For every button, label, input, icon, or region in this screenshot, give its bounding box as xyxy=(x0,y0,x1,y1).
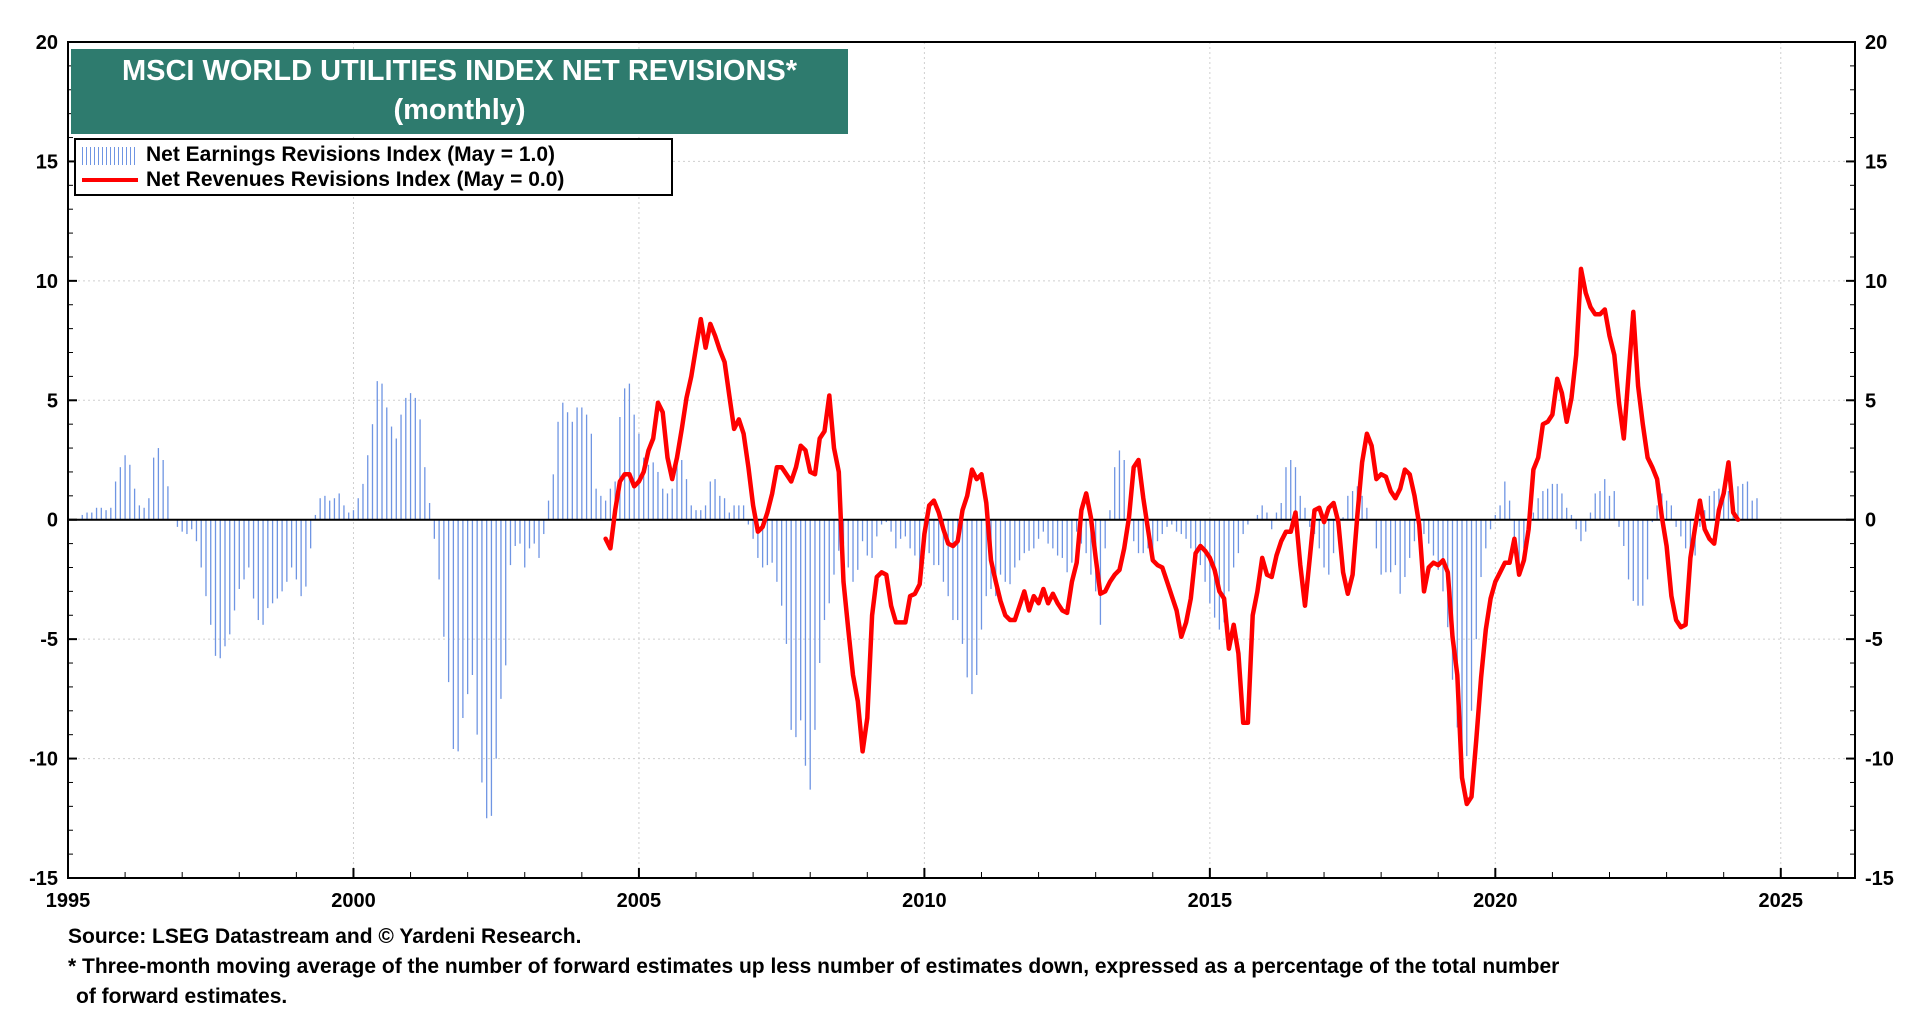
legend-swatch-line-wrap xyxy=(82,170,138,190)
footnote-line1: * Three-month moving average of the numb… xyxy=(68,955,1560,978)
y-tick-label-right: 10 xyxy=(1865,271,1887,293)
y-tick-label-right: -15 xyxy=(1865,868,1894,890)
x-tick-label: 2015 xyxy=(1188,890,1233,912)
x-tick-label: 2025 xyxy=(1759,890,1804,912)
legend-swatch-bars xyxy=(82,146,138,165)
x-tick-label: 1995 xyxy=(46,890,91,912)
y-tick-label-left: 5 xyxy=(47,390,58,412)
y-tick-label-left: -5 xyxy=(40,629,58,651)
y-tick-label-left: 10 xyxy=(36,271,58,293)
y-tick-label-left: -15 xyxy=(29,868,58,890)
y-tick-label-left: 0 xyxy=(47,510,58,532)
footnote-line2: of forward estimates. xyxy=(76,985,288,1008)
legend-label-revenues: Net Revenues Revisions Index (May = 0.0) xyxy=(146,168,565,191)
legend-item-earnings: Net Earnings Revisions Index (May = 1.0) xyxy=(82,142,555,168)
y-tick-label-right: -5 xyxy=(1865,629,1883,651)
x-tick-label: 2020 xyxy=(1473,890,1518,912)
x-tick-label: 2010 xyxy=(902,890,947,912)
y-tick-label-left: 15 xyxy=(36,151,58,173)
legend: Net Earnings Revisions Index (May = 1.0)… xyxy=(74,138,673,196)
y-tick-label-left: -10 xyxy=(29,749,58,771)
revenues-revisions-line xyxy=(603,266,1741,807)
plot-frame xyxy=(67,41,1856,879)
source-note: Source: LSEG Datastream and © Yardeni Re… xyxy=(68,925,582,948)
y-tick-label-right: 0 xyxy=(1865,510,1876,532)
earnings-revisions-bars xyxy=(81,381,1758,819)
chart-title: MSCI WORLD UTILITIES INDEX NET REVISIONS… xyxy=(121,55,798,87)
y-tick-label-right: 20 xyxy=(1865,32,1887,54)
legend-item-revenues: Net Revenues Revisions Index (May = 0.0) xyxy=(82,167,564,193)
y-tick-label-right: 15 xyxy=(1865,151,1887,173)
chart-title-box: MSCI WORLD UTILITIES INDEX NET REVISIONS… xyxy=(71,49,848,134)
x-tick-label: 2005 xyxy=(617,890,662,912)
y-tick-label-right: -10 xyxy=(1865,749,1894,771)
y-tick-label-right: 5 xyxy=(1865,390,1876,412)
chart-subtitle: (monthly) xyxy=(393,94,526,126)
y-tick-label-left: 20 xyxy=(36,32,58,54)
x-tick-label: 2000 xyxy=(331,890,376,912)
legend-label-earnings: Net Earnings Revisions Index (May = 1.0) xyxy=(146,143,556,166)
legend-swatch-line xyxy=(82,178,138,182)
